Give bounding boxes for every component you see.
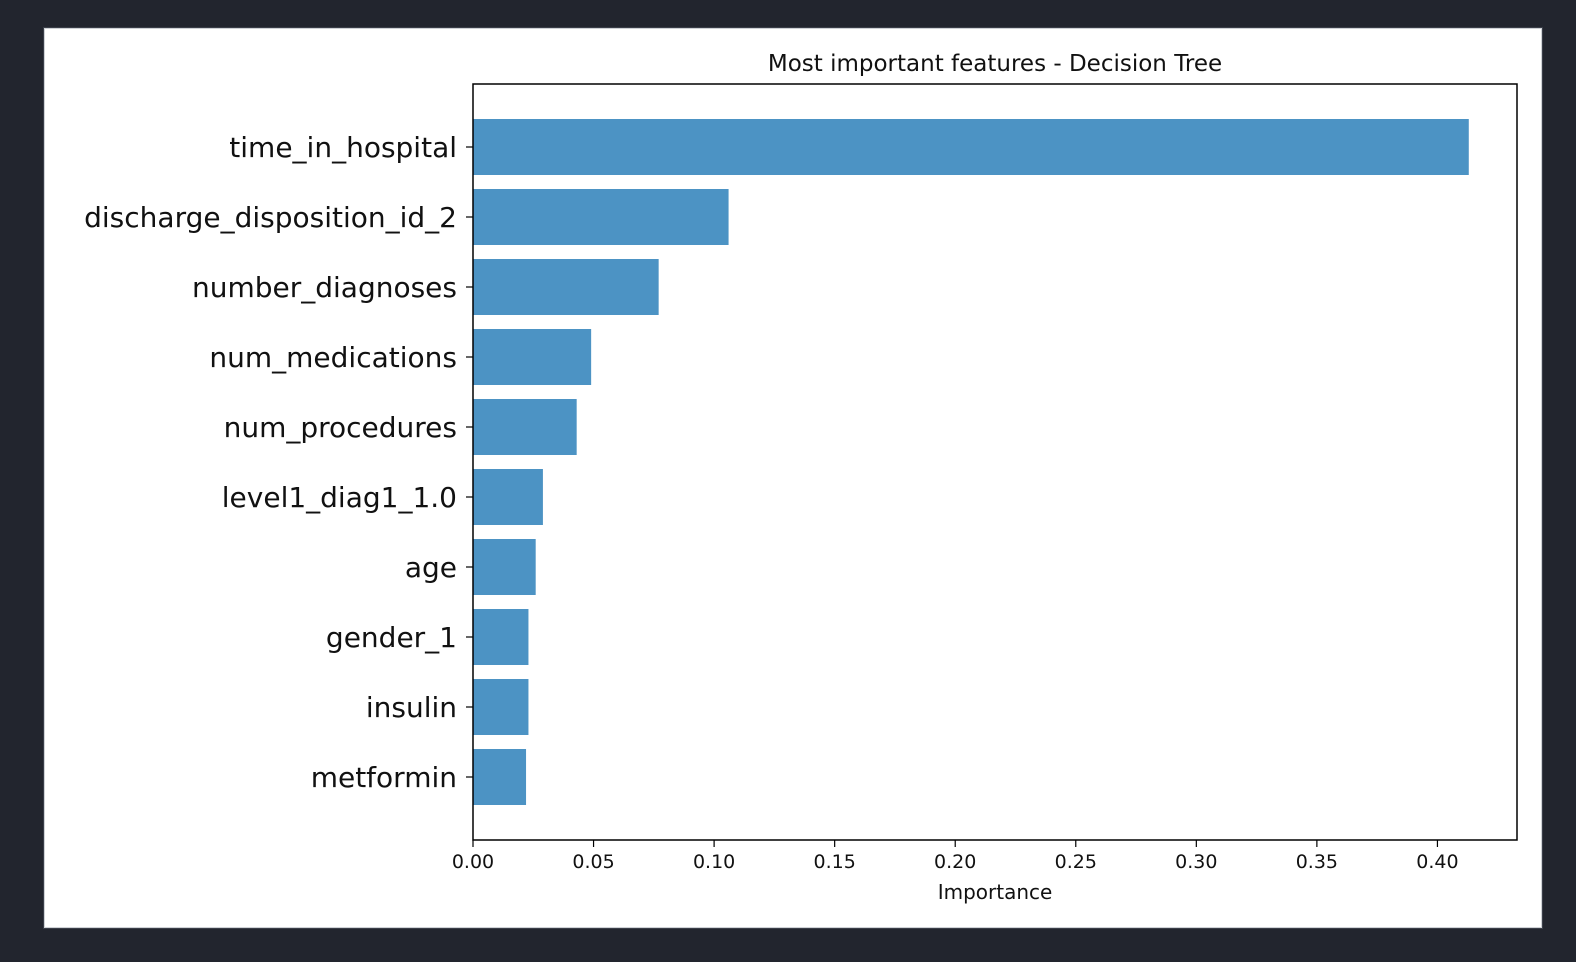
x-tick-label: 0.25 [1055,851,1097,873]
bar-number_diagnoses [473,259,659,315]
x-axis-label: Importance [938,880,1053,904]
x-tick-label: 0.15 [814,851,856,873]
bar-gender_1 [473,609,529,665]
bar-level1_diag1_1.0 [473,469,543,525]
y-tick-label: gender_1 [326,621,457,654]
x-axis-ticks: 0.00 0.05 0.10 0.15 0.20 0.25 0.30 0.35 0.40 [452,840,1459,873]
x-tick-label: 0.35 [1296,851,1338,873]
x-tick-label: 0.40 [1416,851,1458,873]
bar-metformin [473,749,527,805]
y-tick-label: metformin [311,761,457,794]
y-tick-label: num_procedures [224,411,457,444]
figure-panel: Most important features - Decision Tree … [44,28,1542,928]
feature-importance-chart: Most important features - Decision Tree … [84,51,1518,904]
plot-frame [472,83,1518,841]
bar-discharge_disposition_id_2 [473,189,729,245]
x-tick-label: 0.00 [452,851,494,873]
x-tick-label: 0.05 [572,851,614,873]
chart-title: Most important features - Decision Tree [768,51,1222,77]
bar-time_in_hospital [473,119,1469,175]
y-tick-label: number_diagnoses [192,271,457,304]
bar-num_medications [473,329,592,385]
bar-num_procedures [473,399,577,455]
y-tick-label: level1_diag1_1.0 [222,481,457,514]
y-tick-label: age [405,551,457,584]
bar-age [473,539,536,595]
x-tick-label: 0.10 [693,851,735,873]
bar-insulin [473,679,529,735]
y-tick-label: num_medications [209,341,457,374]
y-axis-ticks: time_in_hospital discharge_disposition_id… [84,131,473,794]
y-tick-label: insulin [366,691,457,724]
y-tick-label: discharge_disposition_id_2 [84,201,457,234]
x-tick-label: 0.20 [934,851,976,873]
y-tick-label: time_in_hospital [229,131,457,164]
x-tick-label: 0.30 [1175,851,1217,873]
bars-layer [473,119,1469,805]
